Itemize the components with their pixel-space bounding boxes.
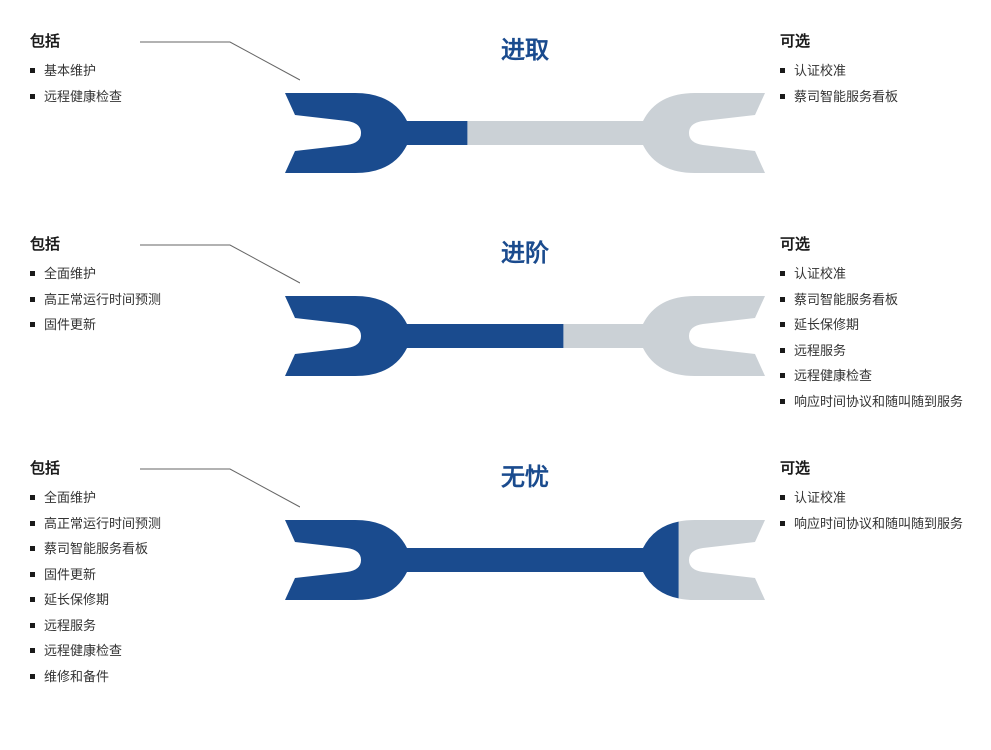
tier-title: 进阶 xyxy=(501,233,549,268)
optional-item: 响应时间协议和随叫随到服务 xyxy=(780,514,971,534)
optional-column: 可选 认证校准响应时间协议和随叫随到服务 xyxy=(770,457,971,692)
optional-item: 响应时间协议和随叫随到服务 xyxy=(780,392,971,412)
included-item: 远程健康检查 xyxy=(30,87,280,107)
optional-list: 认证校准响应时间协议和随叫随到服务 xyxy=(780,488,971,533)
wrench-column: 进阶 xyxy=(280,233,770,417)
wrench-icon xyxy=(285,73,765,193)
optional-item: 远程服务 xyxy=(780,341,971,361)
included-item: 全面维护 xyxy=(30,488,280,508)
tier-row: 包括 全面维护高正常运行时间预测蔡司智能服务看板固件更新延长保修期远程服务远程健… xyxy=(20,457,971,692)
tier-row: 包括 全面维护高正常运行时间预测固件更新 进阶 可选 认证校准蔡司智能服务看板延… xyxy=(20,233,971,417)
included-item: 远程服务 xyxy=(30,616,280,636)
wrench-wrap xyxy=(285,276,765,396)
included-list: 全面维护高正常运行时间预测固件更新 xyxy=(30,264,280,335)
optional-item: 蔡司智能服务看板 xyxy=(780,290,971,310)
included-item: 维修和备件 xyxy=(30,667,280,687)
included-item: 固件更新 xyxy=(30,315,280,335)
wrench-icon xyxy=(285,500,765,620)
included-item: 全面维护 xyxy=(30,264,280,284)
included-column: 包括 全面维护高正常运行时间预测蔡司智能服务看板固件更新延长保修期远程服务远程健… xyxy=(20,457,280,692)
wrench-wrap xyxy=(285,73,765,193)
wrench-column: 进取 xyxy=(280,30,770,193)
included-column: 包括 全面维护高正常运行时间预测固件更新 xyxy=(20,233,280,417)
included-heading: 包括 xyxy=(30,30,280,51)
optional-list: 认证校准蔡司智能服务看板 xyxy=(780,61,971,106)
wrench-wrap xyxy=(285,500,765,620)
optional-item: 延长保修期 xyxy=(780,315,971,335)
included-item: 基本维护 xyxy=(30,61,280,81)
optional-list: 认证校准蔡司智能服务看板延长保修期远程服务远程健康检查响应时间协议和随叫随到服务 xyxy=(780,264,971,411)
included-heading: 包括 xyxy=(30,457,280,478)
included-item: 固件更新 xyxy=(30,565,280,585)
optional-heading: 可选 xyxy=(780,233,971,254)
optional-item: 认证校准 xyxy=(780,61,971,81)
included-item: 蔡司智能服务看板 xyxy=(30,539,280,559)
wrench-icon xyxy=(285,276,765,396)
wrench-column: 无忧 xyxy=(280,457,770,692)
included-heading: 包括 xyxy=(30,233,280,254)
tier-title: 进取 xyxy=(501,30,549,65)
tier-row: 包括 基本维护远程健康检查 进取 可选 认证校准蔡司智能服务看板 xyxy=(20,30,971,193)
optional-heading: 可选 xyxy=(780,30,971,51)
included-item: 延长保修期 xyxy=(30,590,280,610)
optional-item: 认证校准 xyxy=(780,264,971,284)
included-list: 基本维护远程健康检查 xyxy=(30,61,280,106)
optional-column: 可选 认证校准蔡司智能服务看板 xyxy=(770,30,971,193)
tier-title: 无忧 xyxy=(501,457,549,492)
included-item: 远程健康检查 xyxy=(30,641,280,661)
included-item: 高正常运行时间预测 xyxy=(30,514,280,534)
optional-column: 可选 认证校准蔡司智能服务看板延长保修期远程服务远程健康检查响应时间协议和随叫随… xyxy=(770,233,971,417)
included-column: 包括 基本维护远程健康检查 xyxy=(20,30,280,193)
optional-heading: 可选 xyxy=(780,457,971,478)
included-list: 全面维护高正常运行时间预测蔡司智能服务看板固件更新延长保修期远程服务远程健康检查… xyxy=(30,488,280,686)
optional-item: 认证校准 xyxy=(780,488,971,508)
optional-item: 蔡司智能服务看板 xyxy=(780,87,971,107)
included-item: 高正常运行时间预测 xyxy=(30,290,280,310)
optional-item: 远程健康检查 xyxy=(780,366,971,386)
